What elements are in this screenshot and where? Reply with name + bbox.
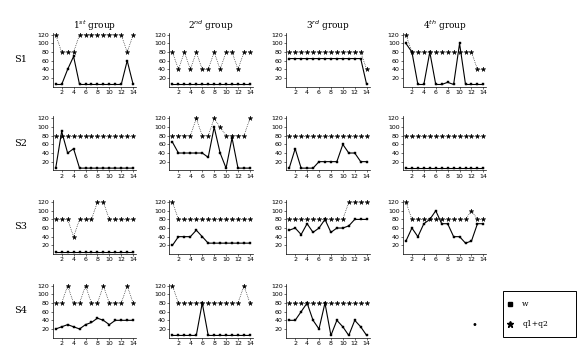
- Y-axis label: S2: S2: [14, 139, 28, 148]
- Text: •: •: [472, 320, 478, 330]
- Y-axis label: S4: S4: [14, 306, 28, 315]
- Title: 1$^{st}$ group: 1$^{st}$ group: [73, 18, 116, 33]
- Text: q1+q2: q1+q2: [522, 321, 548, 329]
- Y-axis label: S1: S1: [14, 55, 28, 64]
- Title: 3$^{rd}$ group: 3$^{rd}$ group: [306, 18, 350, 33]
- Title: 4$^{th}$ group: 4$^{th}$ group: [423, 18, 466, 33]
- Text: w: w: [522, 299, 529, 307]
- Title: 2$^{nd}$ group: 2$^{nd}$ group: [189, 18, 234, 33]
- Y-axis label: S3: S3: [14, 223, 28, 232]
